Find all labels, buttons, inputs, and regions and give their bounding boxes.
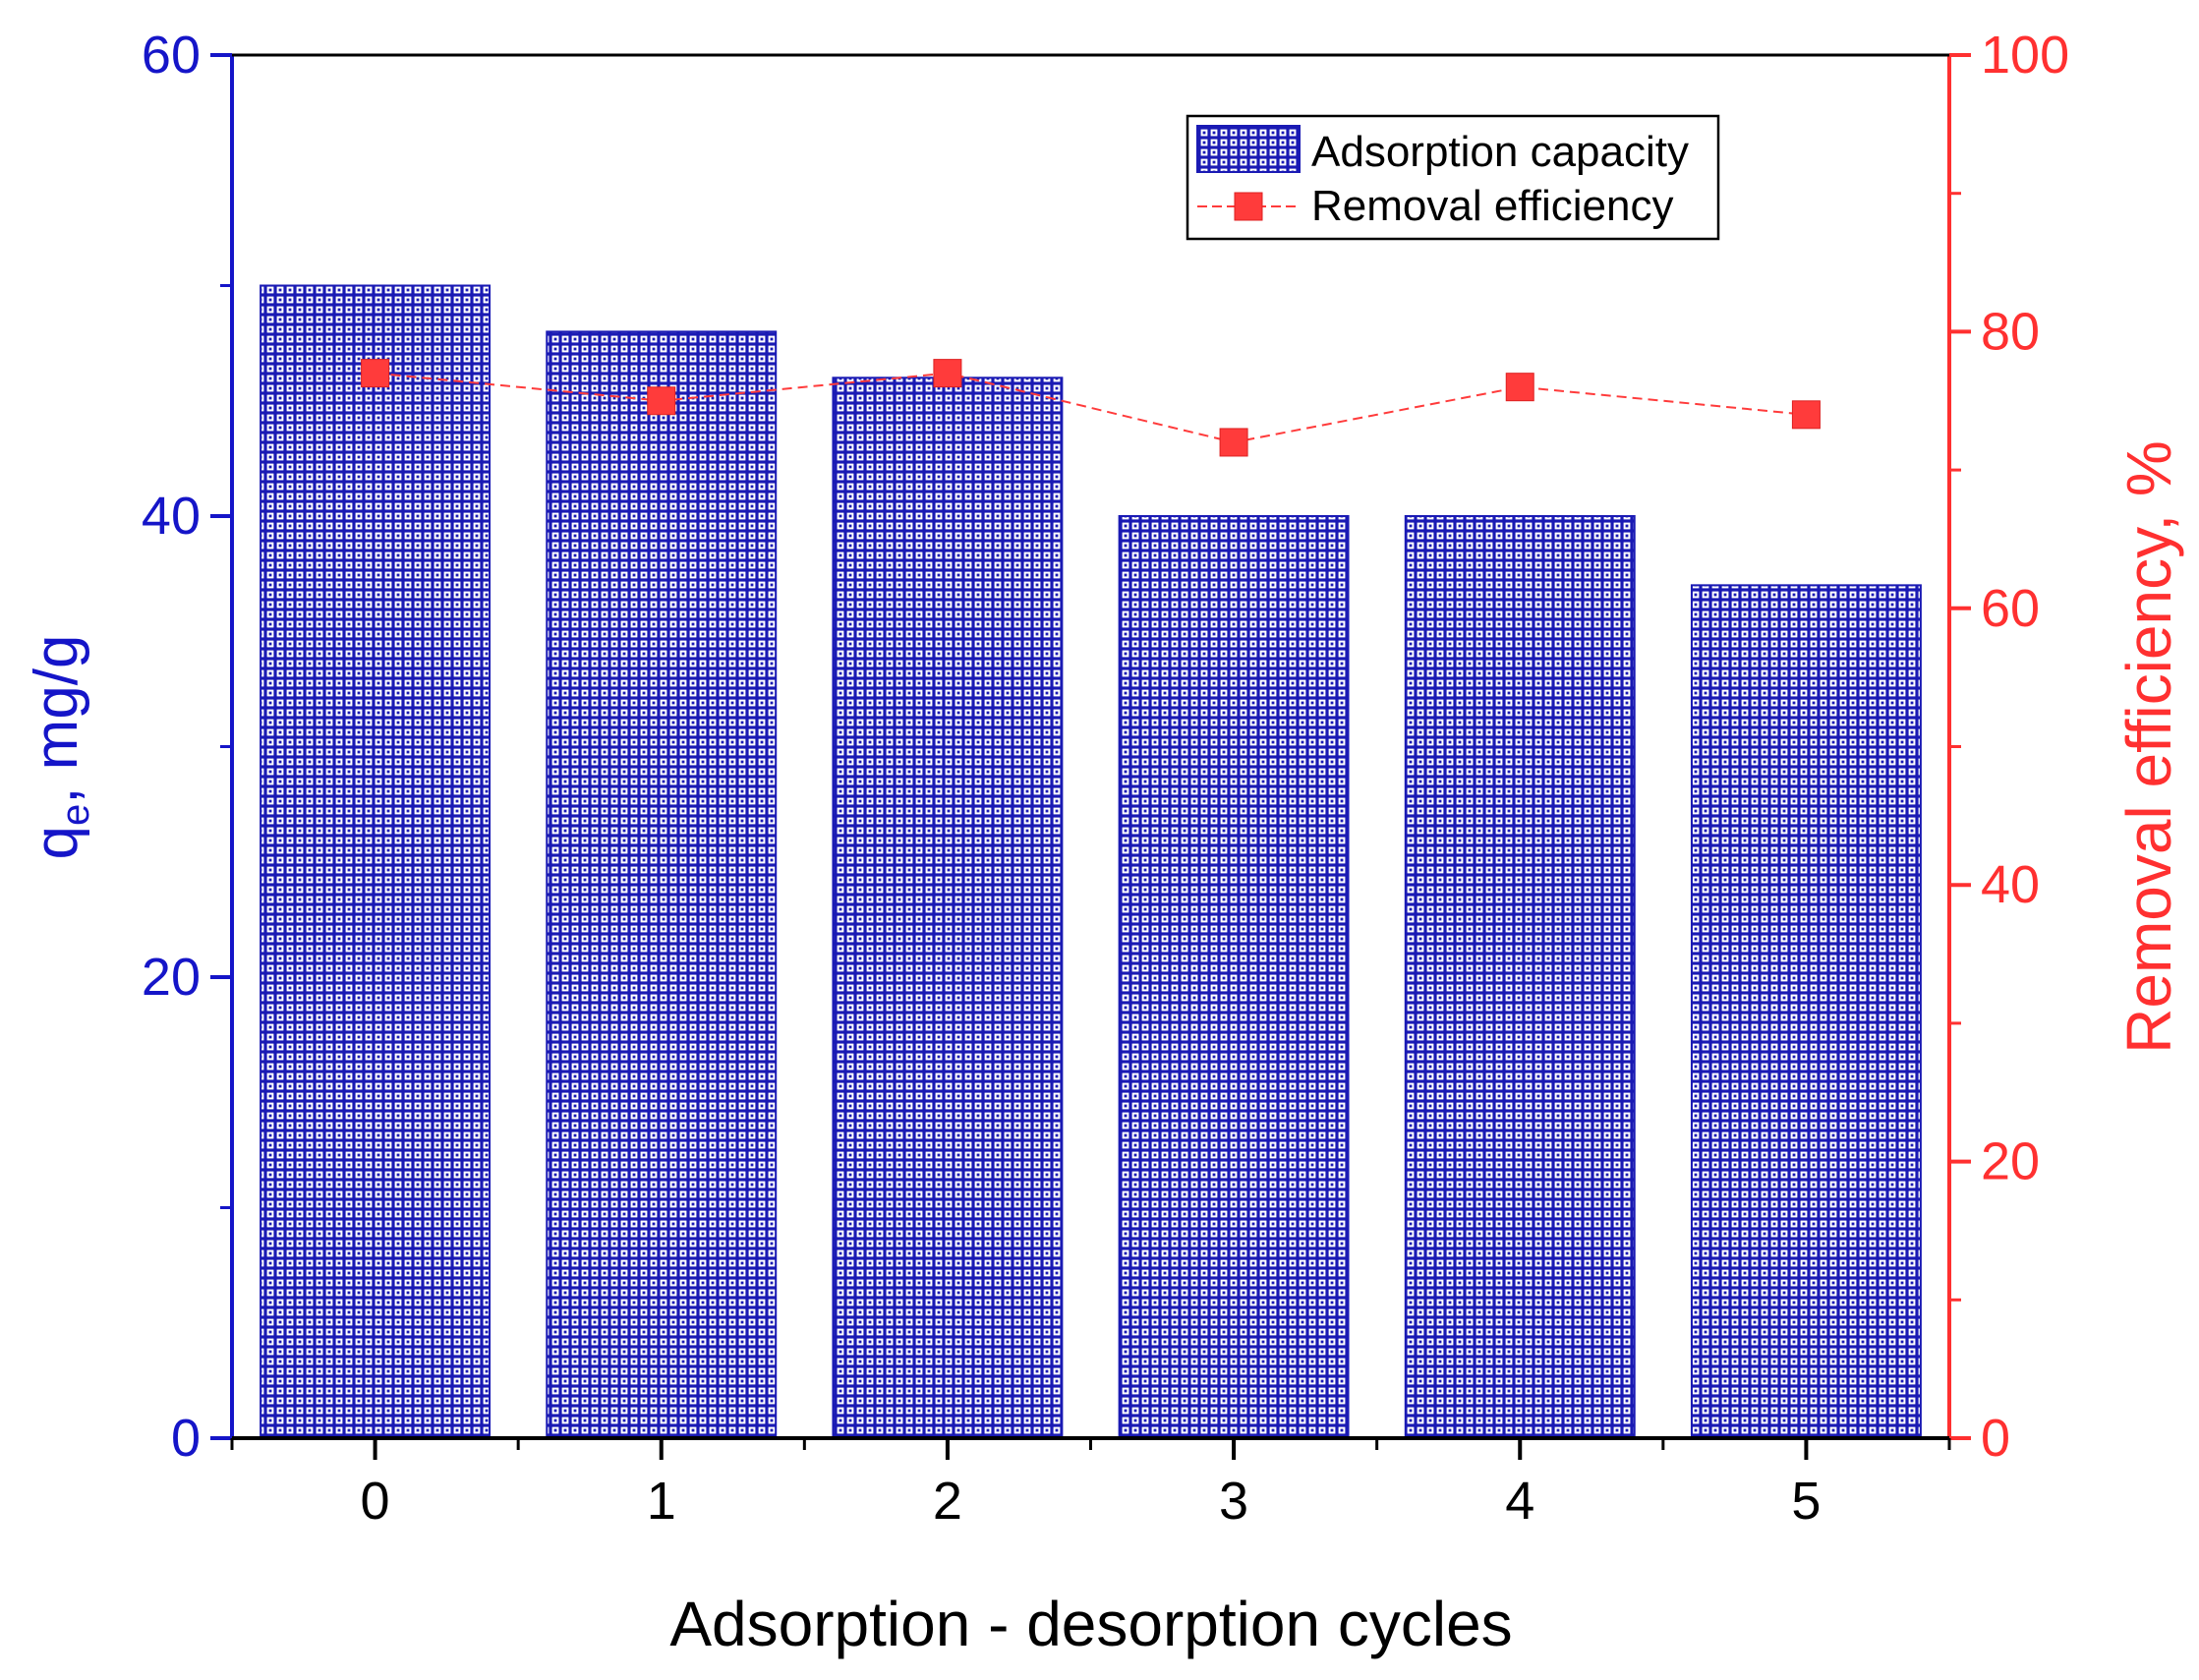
bars-layer	[260, 284, 1922, 1439]
legend: Adsorption capacity Removal efficiency	[1186, 114, 1720, 241]
left-y-axis-title-rest: , mg/g	[23, 634, 90, 803]
left-y-axis-title-main: q	[23, 826, 90, 859]
efficiency-point-cycle-0	[361, 359, 390, 388]
legend-bar-swatch	[1196, 125, 1301, 173]
efficiency-point-cycle-4	[1505, 373, 1534, 402]
bar-cycle-3	[1118, 515, 1350, 1439]
x-tick-label: 3	[1219, 1472, 1248, 1531]
x-tick-label: 0	[361, 1472, 390, 1531]
bar-cycle-0	[260, 284, 492, 1439]
left-tick-label: 40	[142, 487, 201, 546]
efficiency-series-line	[375, 372, 1807, 443]
right-tick-label: 80	[1981, 302, 2040, 361]
right-tick-label: 0	[1981, 1409, 2010, 1468]
x-tick-label: 4	[1505, 1472, 1534, 1531]
left-tick-label: 20	[142, 948, 201, 1007]
efficiency-point-cycle-2	[933, 359, 962, 388]
efficiency-point-cycle-3	[1219, 428, 1248, 457]
efficiency-point-cycle-1	[647, 386, 676, 416]
bar-cycle-1	[546, 330, 778, 1439]
efficiency-line-layer	[361, 359, 1821, 457]
right-tick-label: 100	[1981, 26, 2069, 85]
left-y-axis-title-sub: e	[54, 804, 97, 826]
bar-cycle-2	[832, 377, 1064, 1439]
right-y-axis-title: Removal efficiency, %	[2113, 440, 2184, 1054]
right-tick-label: 20	[1981, 1132, 2040, 1191]
x-tick-label: 2	[933, 1472, 962, 1531]
bar-cycle-5	[1690, 584, 1922, 1439]
left-y-axis-title: qe, mg/g	[23, 634, 97, 859]
x-tick-label: 1	[647, 1472, 676, 1531]
left-tick-label: 60	[142, 26, 201, 85]
legend-label-adsorption-capacity: Adsorption capacity	[1311, 128, 1689, 176]
bar-cycle-4	[1404, 515, 1636, 1439]
efficiency-point-cycle-5	[1791, 400, 1821, 430]
x-axis-title: Adsorption - desorption cycles	[669, 1589, 1512, 1659]
left-tick-label: 0	[171, 1409, 201, 1468]
right-tick-label: 60	[1981, 579, 2040, 638]
ticks-layer: 0 20 40 60 0 20 40 60 80 100 0 1 2 3 4 5	[142, 26, 2069, 1531]
legend-marker-swatch	[1234, 192, 1263, 221]
right-tick-label: 40	[1981, 855, 2040, 914]
legend-label-removal-efficiency: Removal efficiency	[1311, 182, 1673, 230]
x-tick-label: 5	[1791, 1472, 1821, 1531]
